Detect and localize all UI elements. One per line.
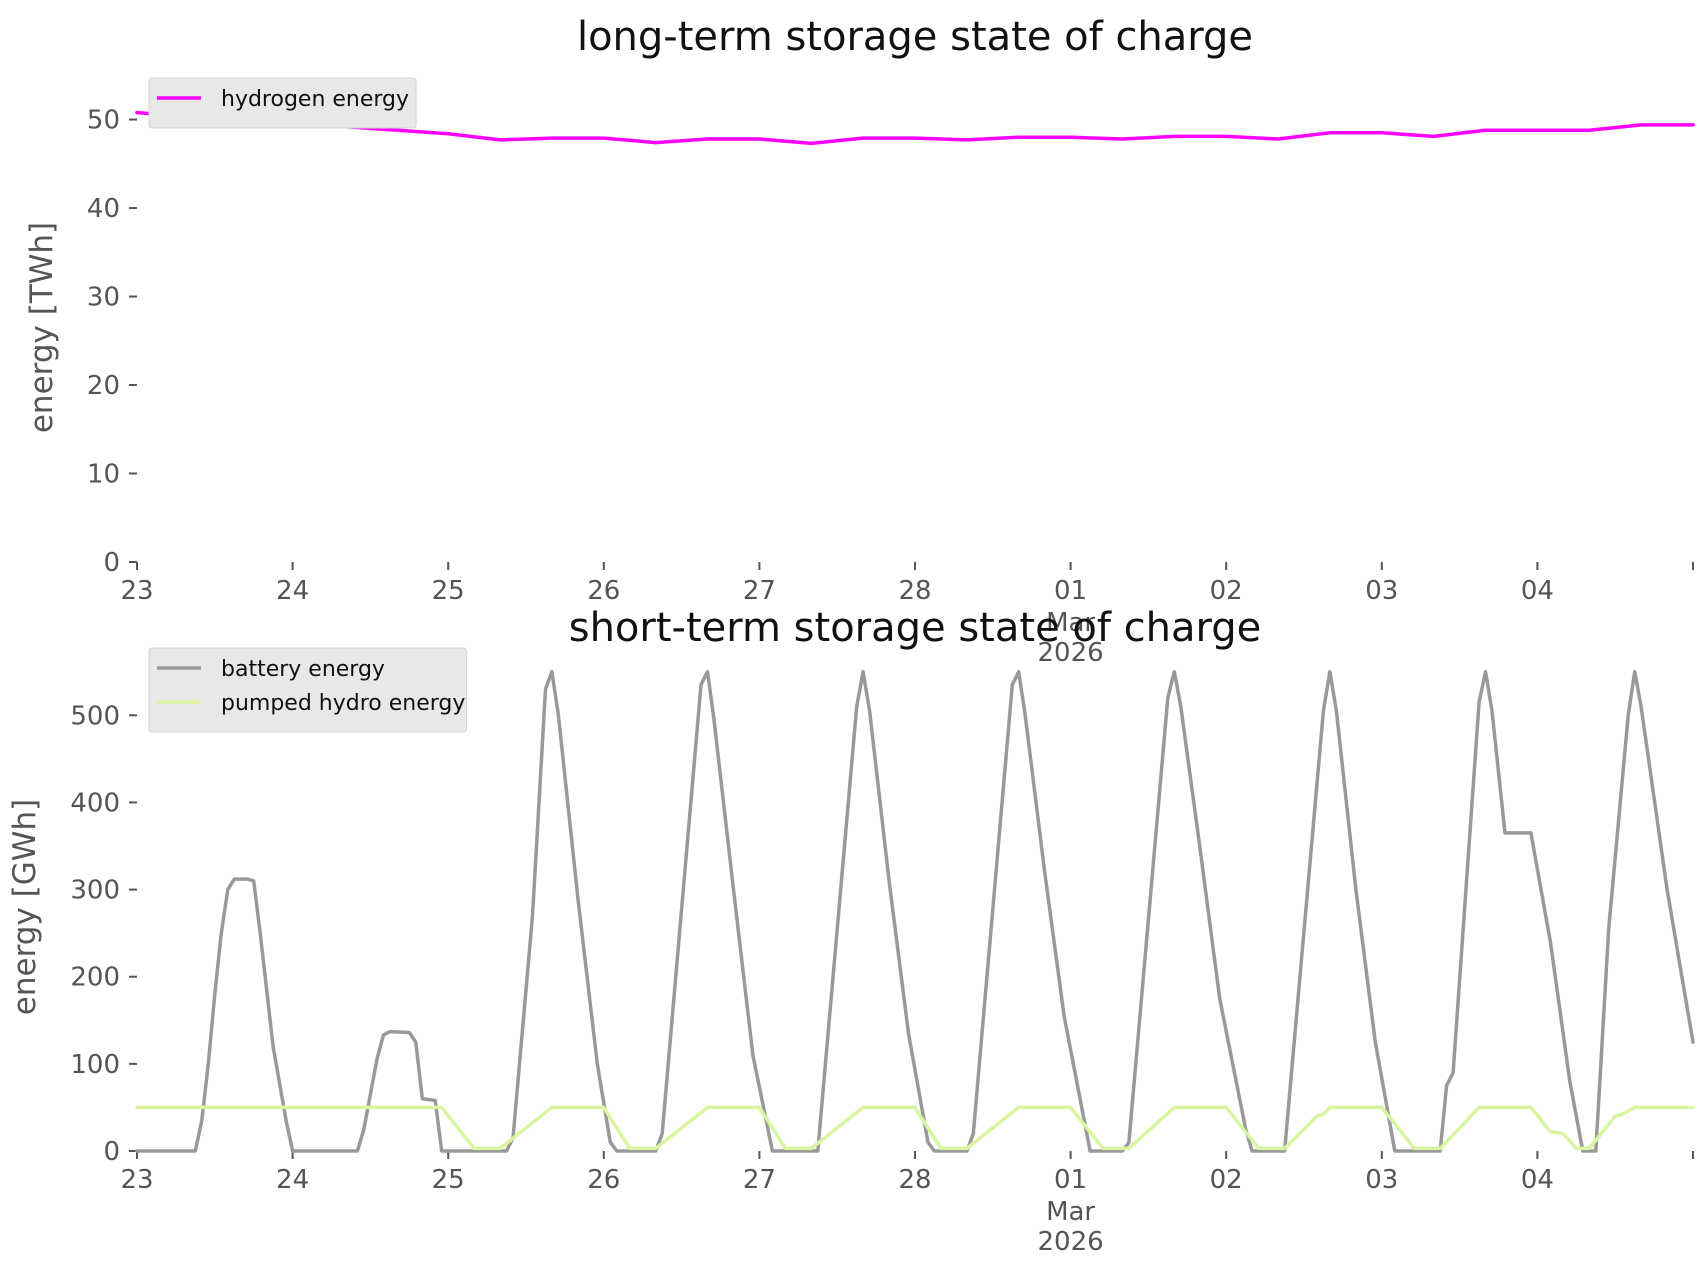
x-tick-label: 03 <box>1365 1165 1398 1195</box>
series-line-1 <box>135 669 1695 1153</box>
chart-title: short-term storage state of charge <box>569 605 1262 651</box>
plot-area <box>135 110 1695 146</box>
legend-label: pumped hydro energy <box>221 691 465 716</box>
series-line-1 <box>135 110 1695 146</box>
x-month-label: Mar <box>1046 1197 1095 1227</box>
y-tick-label: 30 <box>87 283 120 313</box>
x-tick-label: 02 <box>1210 576 1243 606</box>
x-tick-label: 23 <box>120 576 153 606</box>
y-tick-label: 200 <box>70 963 120 993</box>
y-axis-label: energy [GWh] <box>7 799 43 1015</box>
x-tick-label: 27 <box>743 1165 776 1195</box>
chart-title: long-term storage state of charge <box>577 14 1253 60</box>
x-tick-label: 04 <box>1521 1165 1554 1195</box>
y-axis-label: energy [TWh] <box>24 222 60 433</box>
y-tick-label: 0 <box>103 548 120 578</box>
y-tick-label: 100 <box>70 1050 120 1080</box>
legend-box <box>148 77 417 129</box>
x-tick-label: 26 <box>587 1165 620 1195</box>
x-month-label: Mar <box>1046 608 1095 638</box>
x-tick-label: 01 <box>1054 1165 1087 1195</box>
legend-label: hydrogen energy <box>221 87 409 112</box>
x-year-label: 2026 <box>1038 638 1104 668</box>
y-tick-label: 500 <box>70 701 120 731</box>
y-tick-label: 50 <box>87 106 120 136</box>
y-tick-label: 0 <box>103 1137 120 1167</box>
x-tick-label: 27 <box>743 576 776 606</box>
plot-area <box>135 669 1695 1153</box>
x-tick-label: 25 <box>432 1165 465 1195</box>
x-tick-label: 26 <box>587 576 620 606</box>
x-tick-label: 24 <box>276 1165 309 1195</box>
y-axis: 0 100 200 300 400 500 <box>70 701 137 1167</box>
chart-2: short-term storage state of charge energy… <box>7 605 1695 1257</box>
x-tick-label: 03 <box>1365 576 1398 606</box>
x-tick-label: 23 <box>120 1165 153 1195</box>
y-tick-label: 300 <box>70 876 120 906</box>
y-tick-label: 400 <box>70 788 120 818</box>
series-line-2 <box>135 1105 1695 1151</box>
y-tick-label: 10 <box>87 460 120 490</box>
x-tick-label: 28 <box>898 576 931 606</box>
x-tick-label: 02 <box>1210 1165 1243 1195</box>
x-tick-label: 01 <box>1054 576 1087 606</box>
y-tick-label: 20 <box>87 371 120 401</box>
x-tick-label: 04 <box>1521 576 1554 606</box>
x-tick-label: 25 <box>432 576 465 606</box>
x-tick-label: 28 <box>898 1165 931 1195</box>
y-tick-label: 40 <box>87 194 120 224</box>
chart-1: long-term storage state of charge energy … <box>24 14 1695 668</box>
x-year-label: 2026 <box>1038 1227 1104 1257</box>
legend-box <box>148 647 467 733</box>
legend-label: battery energy <box>221 657 385 682</box>
legend: battery energy pumped hydro energy <box>148 647 467 733</box>
legend: hydrogen energy <box>148 77 417 129</box>
x-tick-label: 24 <box>276 576 309 606</box>
y-axis: 0 10 20 30 40 50 <box>87 106 137 578</box>
